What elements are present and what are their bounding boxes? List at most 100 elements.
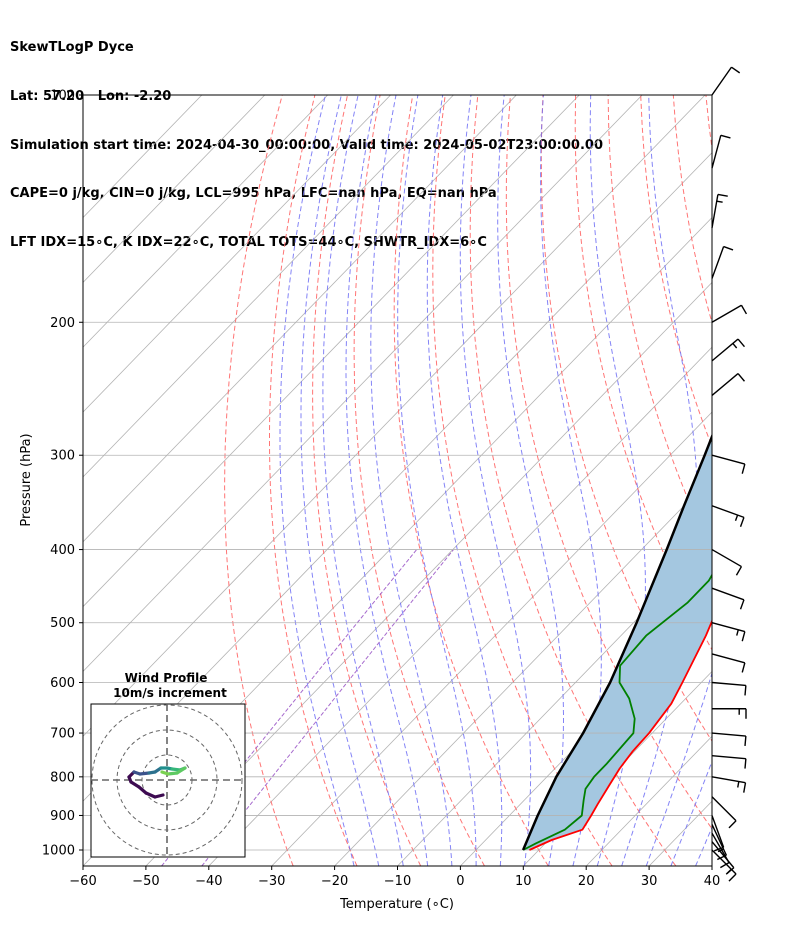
dry-adiabat-line [393,95,549,866]
wind-barb-flag [740,304,748,315]
moist-adiabat-line [397,95,477,866]
x-tick-label: 40 [704,874,721,889]
wind-barb-flag [725,867,735,875]
isotherm-line [83,95,266,283]
axes: −60 −50 −40 −30 −20 −10 0 10 20 30 40 100 200 300 400 5… [42,89,720,890]
wind-barb [711,841,735,875]
dry-adiabat-line [353,95,485,866]
wind-barb-flag [728,873,737,882]
header-indices-2: LFT IDX=15∘C, K IDX=22∘C, TOTAL TOTS=44∘… [10,234,487,250]
wind-barb [711,134,731,169]
wind-barb [711,338,746,362]
wind-barb [711,776,747,793]
wind-barb-flag [737,338,746,348]
x-tick-label: 10 [515,874,532,889]
moist-adiabat-line [300,95,380,866]
wind-barb-staff [711,754,746,760]
profile-lines [521,433,712,851]
dry-adiabat-line [469,95,677,866]
x-tick-label: −10 [384,874,411,889]
wind-barb-flag [719,862,730,869]
wind-barb [711,622,746,642]
wind-barb [711,505,745,528]
y-tick-label: 400 [50,543,75,558]
y-tick-label: 200 [50,316,75,331]
temperature-line [529,618,712,851]
wind-barb-flag [743,782,747,793]
x-tick-label: −30 [258,874,285,889]
header-station: SkewTLogP Dyce [10,40,134,56]
wind-barb-flag [734,514,739,521]
wind-barb [711,304,748,323]
wind-barb-staff [711,304,742,323]
wind-barb-staff [711,246,725,279]
wind-barb [712,708,747,719]
parcel-line [521,433,712,851]
y-tick-label: 600 [50,676,75,691]
moist-adiabat-line [345,95,429,866]
wind-barb-staff [711,653,746,664]
isotherm-line [648,800,712,866]
header-times: Simulation start time: 2024-04-30_00:00:… [10,137,603,153]
wind-barb [711,815,725,852]
wind-barb-flag [713,846,724,852]
wind-barb [711,681,747,696]
wind-barb-flag [735,566,743,576]
isotherm-line [83,95,391,413]
dry-adiabat-line [574,95,712,651]
y-tick-label: 800 [50,770,75,785]
wind-barb [711,373,746,396]
wind-barb [711,245,734,279]
wind-barb [711,732,747,747]
moist-adiabat-line [279,95,355,866]
isotherm-line [397,541,712,866]
wind-barb-flag [744,735,747,747]
x-axis-label: Temperature (∘C) [339,897,454,912]
wind-barb [711,454,746,474]
wind-barb-flag [723,245,734,251]
wind-barb [711,587,745,610]
wind-barb-flag [732,342,738,349]
wind-barb-flag [717,193,728,197]
wind-barb-staff [711,505,745,519]
wind-barb-flag [731,66,741,74]
pressure-gridlines [83,95,712,851]
wind-barb-staff [711,796,737,822]
wind-barb-flag [716,200,723,203]
wind-barb-flag [739,599,745,610]
wind-barb [711,754,747,769]
wind-barb-staff [711,373,739,396]
dry-adiabat-line [312,95,422,866]
inset-title: Wind Profile [125,671,208,685]
wind-barb-staff [711,135,722,169]
wind-barb-staff [711,841,735,869]
inset-subtitle: 10m/s increment [113,686,227,700]
dry-adiabat-line [540,95,712,742]
x-tick-label: 0 [456,874,464,889]
wind-barb-flag [744,685,747,696]
wind-barb-flag [741,463,746,474]
isotherm-line [83,95,454,478]
wind-barb-flag [736,629,739,636]
moist-adiabat-line [645,671,712,866]
isotherm-line [523,670,712,866]
wind-barb-staff [711,548,742,568]
isotherm-line [83,95,706,737]
wind-barb-flag [720,134,731,139]
moist-adiabat-line [540,95,602,866]
wind-barb-flag [717,848,724,853]
wind-barb-staff [711,732,746,737]
wind-barb-flag [717,854,727,861]
wind-barb-flag [741,662,746,673]
y-tick-label: 700 [50,727,75,742]
wind-barb-staff [711,824,728,856]
moist-adiabat-line [621,95,698,866]
hodograph-segment [144,791,157,799]
wind-barb-staff [711,66,733,96]
wind-barb [711,653,746,673]
x-tick-label: −20 [321,874,348,889]
wind-barb [711,548,743,576]
moist-adiabat-line [459,95,532,866]
y-tick-label: 100 [50,89,75,104]
wind-barb-flag [741,631,746,642]
